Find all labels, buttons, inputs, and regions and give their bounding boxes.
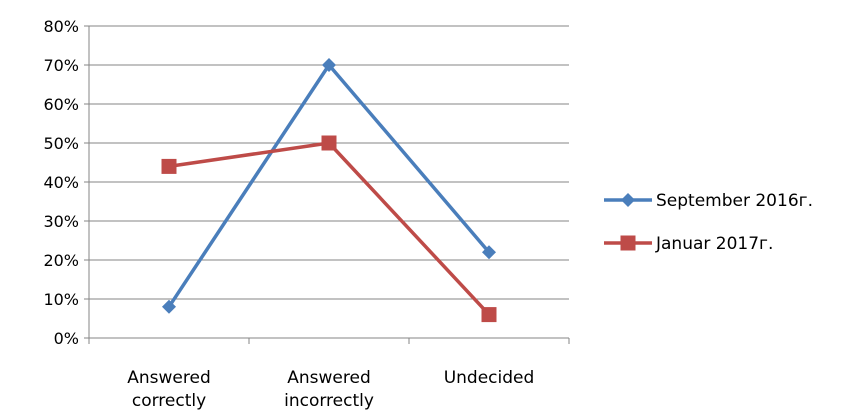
data-point <box>161 158 177 174</box>
data-series <box>161 58 497 323</box>
legend-entry: September 2016г. <box>604 191 813 211</box>
data-point <box>481 307 497 323</box>
series-group <box>162 58 496 314</box>
x-axis-category-labels: Answered correctly Answered incorrectly Unde… <box>127 368 534 411</box>
y-tick-label: 80% <box>43 17 79 36</box>
y-tick-label: 50% <box>43 134 79 153</box>
y-tick-label: 40% <box>43 173 79 192</box>
data-point <box>162 299 176 314</box>
y-axis-tick-labels: 0% 10% 20% 30% 40% 50% 60% 70% 80% <box>43 17 79 348</box>
legend-marker <box>621 193 635 207</box>
series-group <box>161 135 497 323</box>
x-category-label: Answered incorrectly <box>284 368 374 411</box>
data-point <box>322 58 336 72</box>
y-tick-label: 10% <box>43 290 79 309</box>
axes <box>84 25 570 344</box>
data-point <box>482 245 496 260</box>
x-category-label: Answered correctly <box>127 368 211 411</box>
legend: September 2016г. Januar 2017г. <box>604 191 813 254</box>
y-tick-label: 20% <box>43 251 79 270</box>
y-tick-label: 30% <box>43 212 79 231</box>
x-category-label: Undecided <box>444 368 535 388</box>
data-point <box>321 135 337 151</box>
legend-label: September 2016г. <box>656 191 813 211</box>
legend-entry: Januar 2017г. <box>604 234 773 254</box>
legend-marker <box>620 235 636 251</box>
series-line <box>167 63 491 308</box>
y-tick-label: 60% <box>43 95 79 114</box>
y-tick-label: 70% <box>43 56 79 75</box>
legend-label: Januar 2017г. <box>655 234 773 254</box>
y-tick-label: 0% <box>54 329 79 348</box>
series-line <box>168 141 491 316</box>
